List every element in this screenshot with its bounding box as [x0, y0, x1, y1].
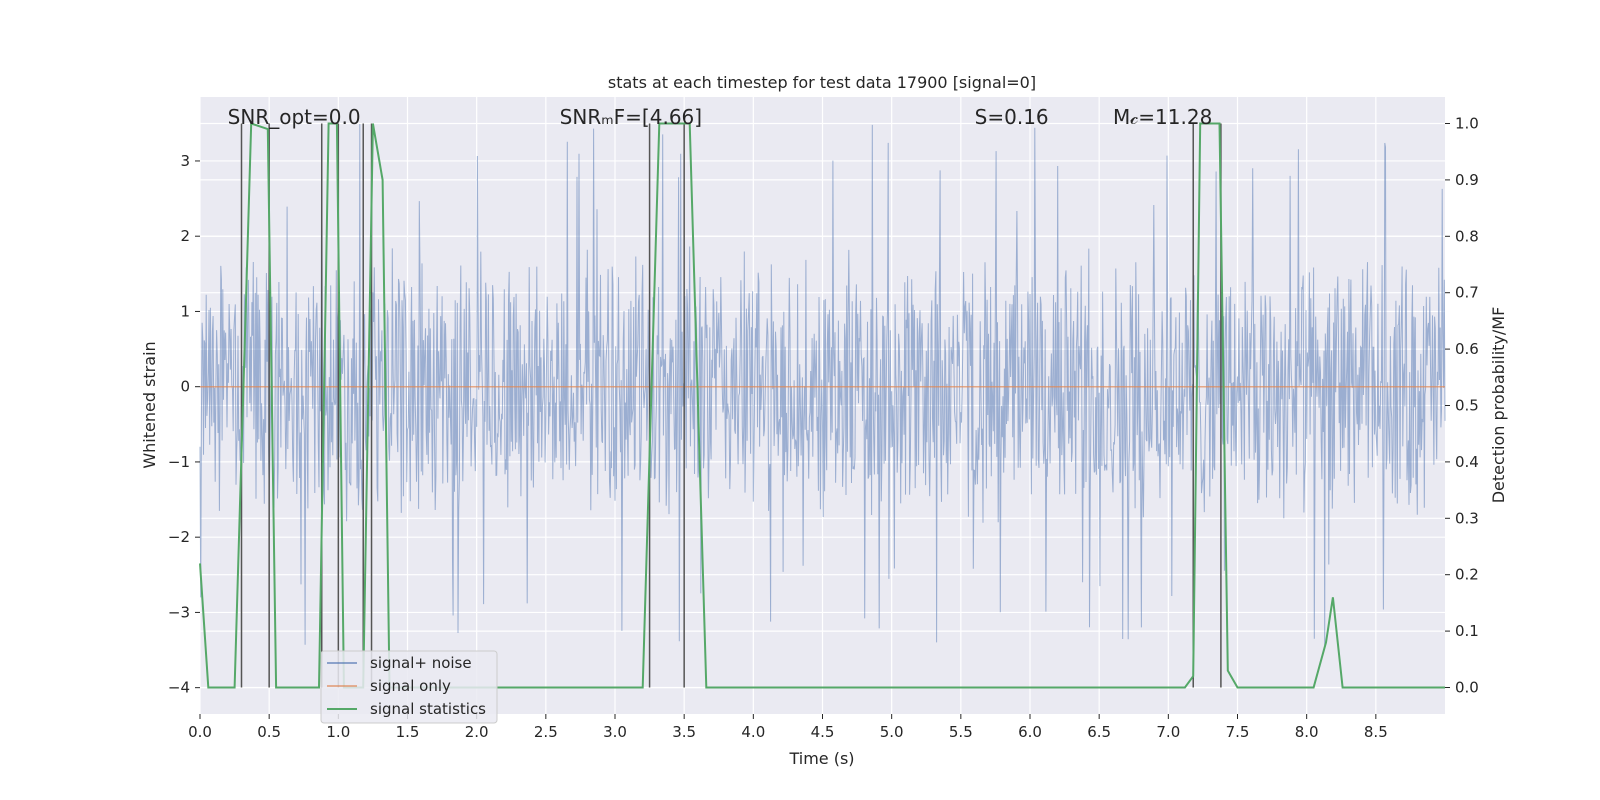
y-tick-label: 3 [180, 152, 190, 170]
annotation-text: SNR_opt=0.0 [228, 105, 361, 129]
x-tick-label: 5.0 [880, 723, 904, 741]
x-tick-label: 2.5 [534, 723, 558, 741]
x-tick-label: 4.5 [811, 723, 835, 741]
y2-axis-ticks: 1.0 0.9 0.8 0.7 0.6 0.5 0.4 0.3 0.2 0.1 0.0 [1445, 115, 1479, 696]
x-tick-label: 6.5 [1087, 723, 1111, 741]
y2-axis-label: Detection probability/MF [1489, 307, 1508, 504]
y2-tick-label: 0.4 [1455, 453, 1479, 471]
x-tick-label: 1.5 [396, 723, 420, 741]
legend-label-signal-noise: signal+ noise [370, 654, 472, 672]
x-tick-label: 8.5 [1364, 723, 1388, 741]
y-tick-label: −1 [168, 453, 190, 471]
y-tick-label: 1 [180, 302, 190, 320]
y-tick-label: 0 [180, 378, 190, 396]
y2-tick-label: 0.1 [1455, 622, 1479, 640]
x-tick-label: 6.0 [1018, 723, 1042, 741]
x-axis-ticks: 0.0 0.5 1.0 1.5 2.0 2.5 3.0 3.5 4.0 4.5 5.0 5.5 6.0 6… [188, 714, 1388, 741]
legend: signal+ noise signal only signal statist… [320, 650, 498, 724]
x-tick-label: 2.0 [465, 723, 489, 741]
legend-box [320, 650, 498, 724]
x-tick-label: 0.5 [257, 723, 281, 741]
legend-label-signal-only: signal only [370, 677, 451, 695]
x-tick-label: 7.0 [1156, 723, 1180, 741]
y-tick-label: −2 [168, 528, 190, 546]
x-tick-label: 4.0 [741, 723, 765, 741]
x-tick-label: 5.5 [949, 723, 973, 741]
chart-title: stats at each timestep for test data 179… [608, 73, 1036, 92]
annotation-text: M𝒸=11.28 [1113, 105, 1212, 129]
line-signal-noise [199, 123, 1446, 646]
y-tick-label: −3 [168, 603, 190, 621]
x-tick-label: 8.0 [1295, 723, 1319, 741]
y-tick-label: 2 [180, 227, 190, 245]
y2-tick-label: 0.3 [1455, 509, 1479, 527]
y2-tick-label: 0.7 [1455, 284, 1479, 302]
annotation-text: S=0.16 [975, 105, 1049, 129]
y2-tick-label: 1.0 [1455, 115, 1479, 133]
y2-tick-label: 0.0 [1455, 678, 1479, 696]
legend-label-signal-statistics: signal statistics [370, 700, 486, 718]
series-signal-statistics [199, 122, 1445, 689]
x-tick-label: 3.0 [603, 723, 627, 741]
y2-tick-label: 0.6 [1455, 340, 1479, 358]
series-signal-noise [199, 123, 1446, 646]
x-axis-label: Time (s) [788, 749, 854, 768]
x-tick-label: 3.5 [672, 723, 696, 741]
y2-tick-label: 0.8 [1455, 227, 1479, 245]
annotation-text: SNRₘF=[4.66] [560, 105, 702, 129]
y-axis-ticks: 3 2 1 0 −1 −2 −3 −4 [168, 152, 200, 697]
y2-tick-label: 0.2 [1455, 566, 1479, 584]
y2-tick-label: 0.9 [1455, 171, 1479, 189]
annotations: SNR_opt=0.0 SNRₘF=[4.66] S=0.16 M𝒸=11.28 [228, 105, 1213, 129]
line-signal-statistics [199, 122, 1445, 689]
x-tick-label: 7.5 [1226, 723, 1250, 741]
x-tick-label: 0.0 [188, 723, 212, 741]
y-tick-label: −4 [168, 679, 190, 697]
y-axis-label: Whitened strain [140, 341, 159, 468]
y2-tick-label: 0.5 [1455, 397, 1479, 415]
x-tick-label: 1.0 [326, 723, 350, 741]
